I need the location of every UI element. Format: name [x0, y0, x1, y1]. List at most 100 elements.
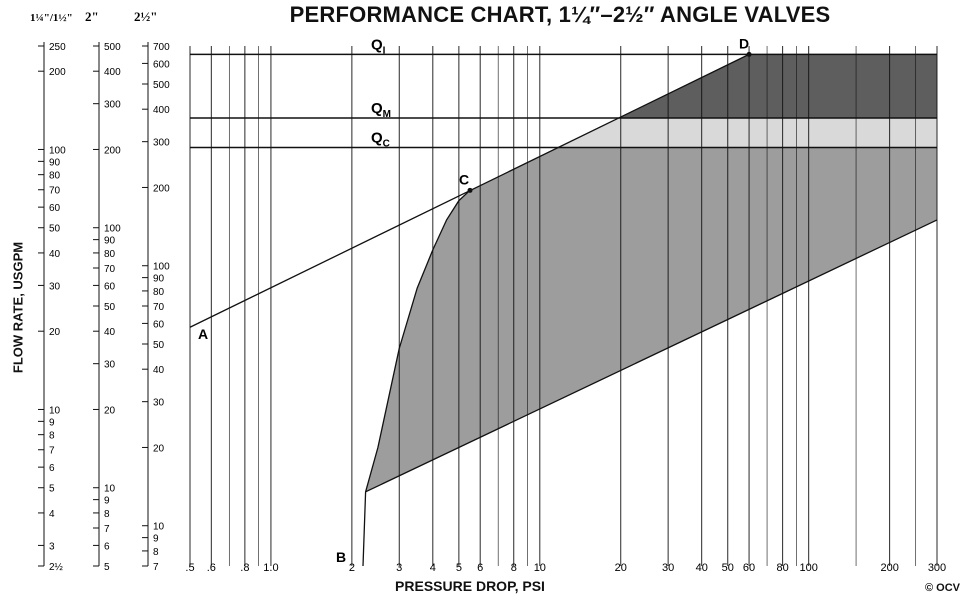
- point-label: D: [739, 35, 749, 51]
- flow-scale-title: 1¼"/1½": [30, 12, 73, 24]
- maximum-region: [618, 54, 937, 118]
- flow-line-label: QC: [371, 129, 390, 149]
- chart-title: PERFORMANCE CHART, 1¼″–2½″ ANGLE VALVES: [289, 2, 831, 27]
- flow-scale-tick-label: 20: [49, 327, 61, 338]
- flow-scale-tick-label: 9: [104, 496, 110, 507]
- flow-scale-tick-label: 5: [49, 484, 55, 495]
- flow-scale-tick-label: 500: [104, 42, 121, 53]
- flow-scale-tick-label: 8: [153, 547, 159, 558]
- x-axis-label: PRESSURE DROP, PSI: [395, 578, 545, 594]
- flow-scale-tick-label: 50: [153, 340, 165, 351]
- flow-scale-tick-label: 60: [104, 281, 116, 292]
- flow-scale-title: 2½": [134, 9, 157, 24]
- flow-scale-tick-label: 3: [49, 541, 55, 552]
- flow-scale-tick-label: 7: [104, 524, 110, 535]
- flow-lines: QI QM QC: [190, 36, 937, 149]
- point-label: B: [336, 549, 346, 565]
- intermittent-band: [558, 118, 937, 148]
- flow-scale-tick-label: 6: [104, 541, 110, 552]
- x-tick-label: 6: [477, 562, 483, 574]
- flow-scale-tick-label: 80: [104, 249, 116, 260]
- x-tick-label: 2: [349, 562, 355, 574]
- x-tick-label: 3: [396, 562, 402, 574]
- flow-scale-tick-label: 9: [153, 534, 159, 545]
- x-tick-label: 30: [662, 562, 674, 574]
- operating-region: [363, 147, 937, 566]
- x-tick-label: 80: [777, 562, 789, 574]
- point-marker: [467, 187, 473, 193]
- flow-scale-tick-label: 400: [153, 105, 170, 116]
- flow-scale-tick-label: 50: [49, 224, 61, 235]
- flow-scale-tick-label: 10: [104, 484, 116, 495]
- flow-scale-tick-label: 200: [104, 145, 121, 156]
- flow-scale-tick-label: 4: [49, 509, 55, 520]
- point-label: A: [198, 326, 208, 342]
- flow-scale-tick-label: 5: [104, 562, 110, 573]
- flow-scale-tick-label: 10: [153, 522, 165, 533]
- flow-scale-tick-label: 70: [49, 186, 61, 197]
- grid-lines: .5 .6 .8 1.0 2 3 4 5 6 8 10 20 30 40 50 60 80 100 200 300: [185, 46, 946, 574]
- x-tick-label: 1.0: [263, 562, 278, 574]
- flow-scale-tick-label: 700: [153, 42, 170, 53]
- opening-curve: [362, 189, 471, 567]
- flow-scale-tick-label: 400: [104, 67, 121, 78]
- flow-scale-tick-label: 100: [49, 145, 66, 156]
- x-tick-label: 4: [430, 562, 436, 574]
- flow-scale-tick-label: 60: [153, 319, 165, 330]
- flow-scale-tick-label: 90: [49, 157, 61, 168]
- flow-scale-tick-label: 6: [49, 463, 55, 474]
- shaded-regions: [363, 54, 937, 566]
- points: A B C D: [198, 35, 752, 565]
- flow-scale-tick-label: 90: [104, 236, 116, 247]
- lower-limit-line: [365, 219, 938, 493]
- copyright-notice: © OCV: [925, 582, 960, 594]
- flow-scale-tick-label: 2½: [49, 562, 64, 573]
- flow-scale-tick-label: 8: [49, 431, 55, 442]
- flow-scale-tick-label: 80: [49, 171, 61, 182]
- flow-scale-tick-label: 200: [153, 183, 170, 194]
- x-tick-label: 5: [456, 562, 462, 574]
- x-tick-label: 60: [743, 562, 755, 574]
- flow-scale-tick-label: 30: [153, 398, 165, 409]
- x-tick-label: 40: [696, 562, 708, 574]
- flow-scale-tick-label: 200: [49, 67, 66, 78]
- flow-scale-tick-label: 600: [153, 59, 170, 70]
- flow-scale-title: 2": [85, 9, 99, 24]
- x-tick-label: 20: [615, 562, 627, 574]
- flow-scale-tick-label: 30: [49, 281, 61, 292]
- flow-scale-tick-label: 7: [153, 562, 159, 573]
- flow-scale-tick-label: 70: [104, 264, 116, 275]
- flow-scale-tick-label: 70: [153, 302, 165, 313]
- x-tick-label: .6: [207, 562, 216, 574]
- flow-scale-tick-label: 50: [104, 302, 116, 313]
- flow-scale-tick-label: 300: [104, 100, 121, 111]
- flow-scale-tick-label: 40: [49, 249, 61, 260]
- flow-line-label: QI: [371, 36, 386, 56]
- flow-scale-tick-label: 30: [104, 360, 116, 371]
- x-tick-label: 300: [928, 562, 946, 574]
- x-tick-label: 10: [534, 562, 546, 574]
- x-tick-label: .5: [185, 562, 194, 574]
- x-tick-label: 8: [511, 562, 517, 574]
- x-tick-label: .8: [240, 562, 249, 574]
- flow-scale-tick-label: 100: [153, 262, 170, 273]
- flow-scale-tick-label: 100: [104, 224, 121, 235]
- flow-scale-tick-label: 60: [49, 203, 61, 214]
- flow-scale-tick-label: 80: [153, 287, 165, 298]
- flow-scale-tick-label: 250: [49, 42, 66, 53]
- flow-line-label: QM: [371, 100, 391, 120]
- x-tick-label: 50: [722, 562, 734, 574]
- flow-scale-tick-label: 20: [153, 443, 165, 454]
- point-marker: [746, 51, 752, 57]
- point-label: C: [459, 171, 469, 187]
- flow-scale-tick-label: 40: [104, 327, 116, 338]
- flow-scale-tick-label: 7: [49, 446, 55, 457]
- flow-scale-tick-label: 9: [49, 417, 55, 428]
- flow-scale-tick-label: 20: [104, 405, 116, 416]
- x-tick-label: 100: [800, 562, 818, 574]
- flow-scale-tick-label: 8: [104, 509, 110, 520]
